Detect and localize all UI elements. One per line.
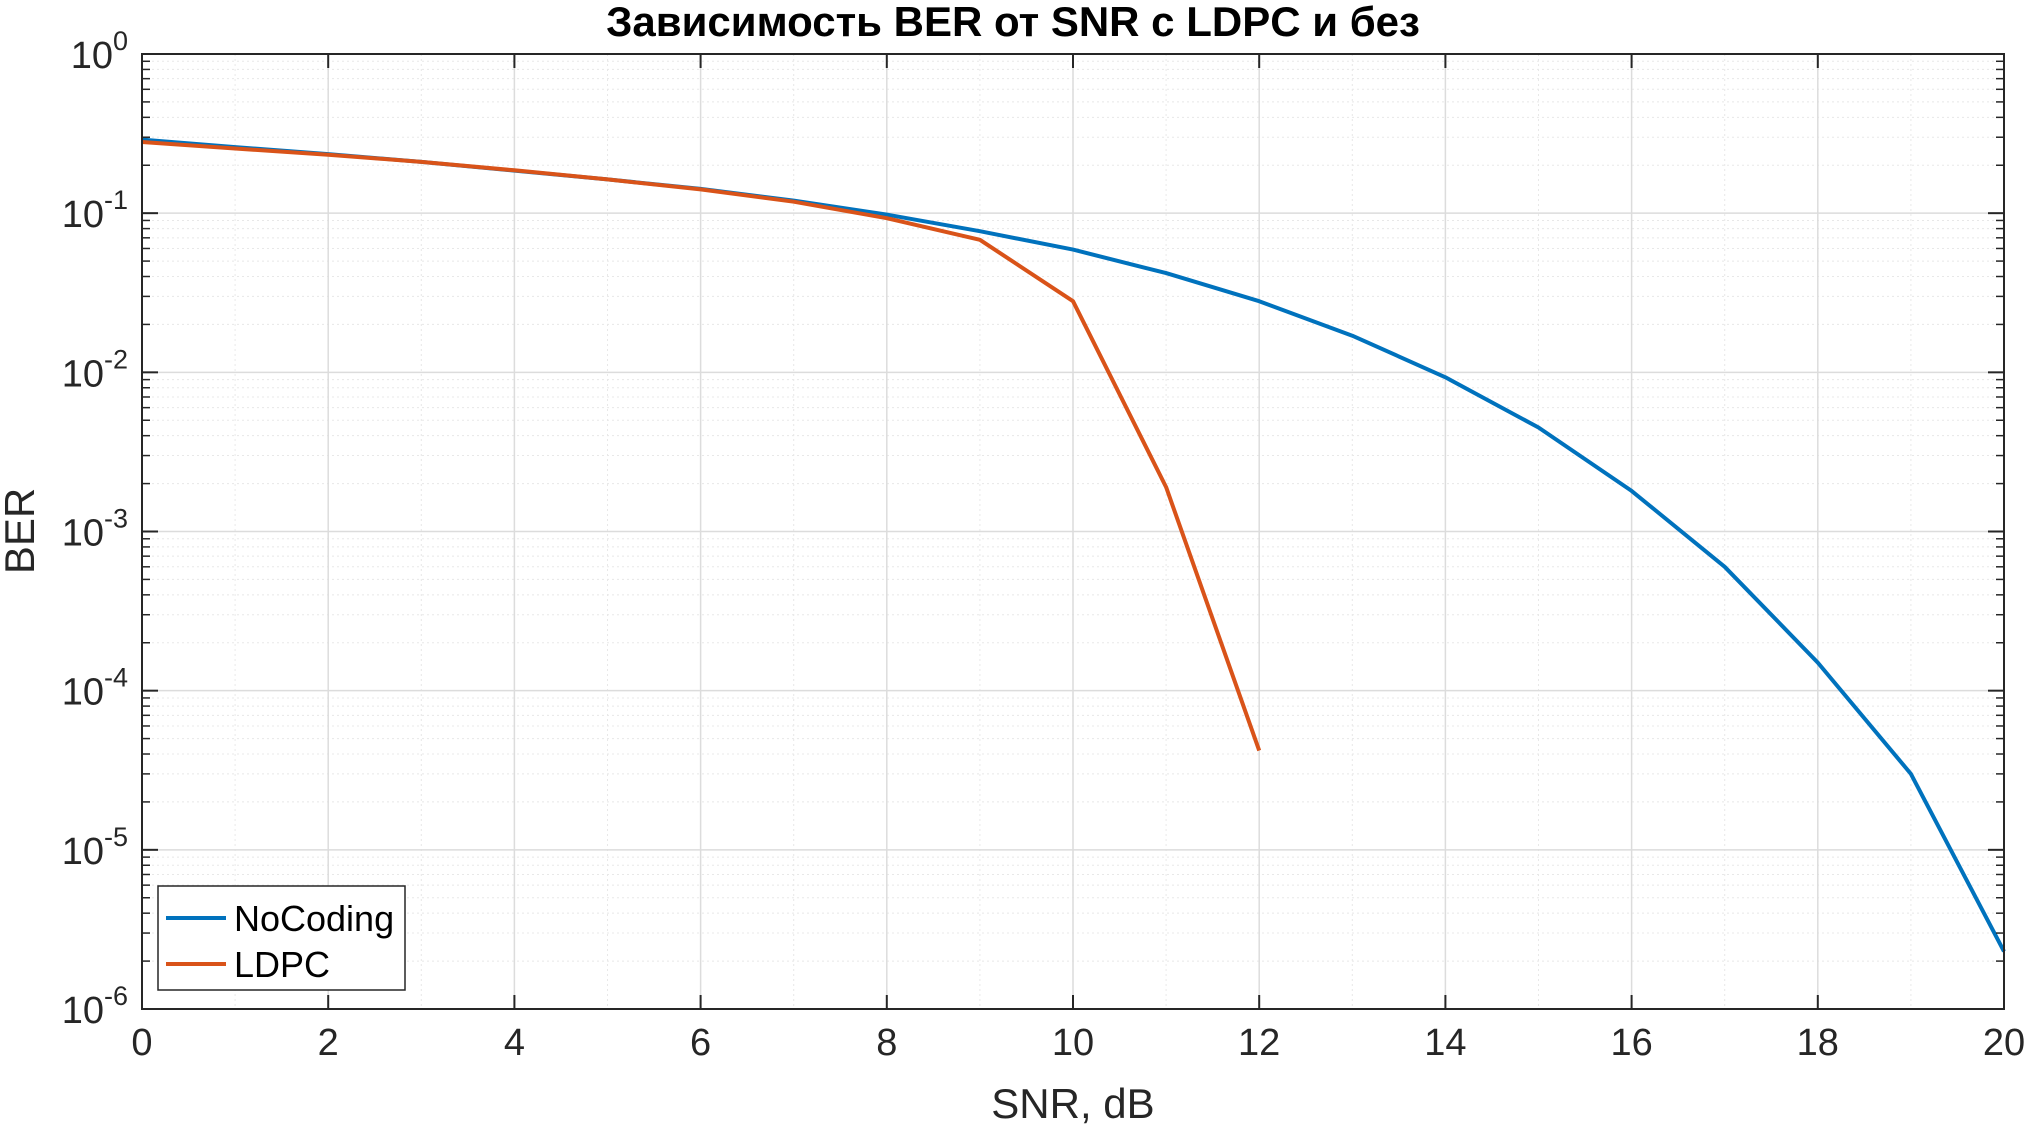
x-tick-label: 4: [504, 1022, 525, 1064]
x-tick-label: 2: [318, 1022, 339, 1064]
x-tick-label: 0: [131, 1022, 152, 1064]
x-tick-label: 8: [876, 1022, 897, 1064]
x-tick-label: 14: [1424, 1022, 1466, 1064]
y-tick-labels: 100 10-1 10-2 10-3 10-4 10-5 10-6: [62, 26, 128, 1032]
series-lines: [141, 137, 2006, 953]
x-tick-label: 6: [690, 1022, 711, 1064]
x-tick-label: 18: [1797, 1022, 1839, 1064]
y-tick-label: 10-6: [62, 981, 128, 1032]
legend-label-nocoding: NoCoding: [234, 898, 394, 939]
legend: NoCoding LDPC: [157, 885, 406, 991]
x-axis-label: SNR, dB: [991, 1080, 1154, 1127]
series-line-ldpc: [141, 140, 1262, 752]
x-tick-labels: 0 2 4 6 8 10 12 14 16 18 20: [131, 1022, 2025, 1064]
y-tick-label: 100: [71, 26, 128, 77]
x-tick-label: 16: [1610, 1022, 1652, 1064]
chart-title: Зависимость BER от SNR с LDPC и без: [606, 0, 1420, 45]
legend-box: [157, 885, 406, 991]
y-tick-label: 10-1: [62, 185, 128, 236]
axis-ticks: [141, 53, 2005, 1010]
y-tick-label: 10-5: [62, 822, 128, 873]
y-axis-label: BER: [0, 488, 43, 574]
x-tick-label: 20: [1983, 1022, 2025, 1064]
legend-label-ldpc: LDPC: [234, 944, 330, 985]
x-tick-label: 12: [1238, 1022, 1280, 1064]
x-tick-label: 10: [1052, 1022, 1094, 1064]
y-tick-label: 10-3: [62, 504, 128, 555]
y-tick-label: 10-2: [62, 344, 128, 395]
y-tick-label: 10-4: [62, 663, 128, 714]
